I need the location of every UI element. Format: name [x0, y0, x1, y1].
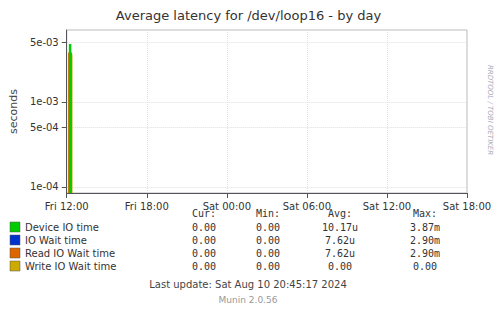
svg-text:Sat 00:00: Sat 00:00 [203, 201, 251, 212]
svg-text:5e-03: 5e-03 [30, 37, 59, 48]
svg-text:10.17u: 10.17u [322, 222, 358, 233]
svg-text:Munin 2.0.56: Munin 2.0.56 [219, 295, 278, 305]
svg-text:1e-04: 1e-04 [30, 181, 59, 192]
svg-text:Cur:: Cur: [192, 207, 216, 219]
svg-text:0.00: 0.00 [192, 222, 216, 233]
svg-text:7.62u: 7.62u [325, 235, 355, 246]
svg-text:1e-03: 1e-03 [30, 96, 59, 107]
svg-text:0.00: 0.00 [256, 235, 280, 246]
svg-text:0.00: 0.00 [256, 261, 280, 272]
svg-text:Last update: Sat Aug 10 20:45:: Last update: Sat Aug 10 20:45:17 2024 [149, 279, 347, 290]
svg-text:0.00: 0.00 [192, 235, 216, 246]
svg-text:Device IO time: Device IO time [25, 222, 99, 233]
svg-text:2.90m: 2.90m [410, 235, 440, 246]
svg-text:0.00: 0.00 [192, 248, 216, 259]
svg-text:seconds: seconds [7, 89, 20, 134]
svg-text:Fri 18:00: Fri 18:00 [125, 201, 169, 212]
svg-text:0.00: 0.00 [256, 222, 280, 233]
svg-text:2.90m: 2.90m [410, 248, 440, 259]
svg-text:0.00: 0.00 [413, 261, 437, 272]
svg-text:IO Wait time: IO Wait time [25, 235, 87, 246]
svg-text:Sat 06:00: Sat 06:00 [283, 201, 331, 212]
svg-text:Min:: Min: [256, 208, 280, 219]
svg-text:0.00: 0.00 [256, 248, 280, 259]
svg-text:Average latency for /dev/loop1: Average latency for /dev/loop16 - by day [116, 8, 382, 23]
svg-text:Write IO Wait time: Write IO Wait time [25, 261, 116, 272]
svg-text:Sat 18:00: Sat 18:00 [443, 201, 491, 212]
svg-text:0.00: 0.00 [328, 261, 352, 272]
svg-text:3.87m: 3.87m [410, 222, 440, 233]
svg-text:5e-04: 5e-04 [30, 122, 59, 133]
svg-text:Fri 12:00: Fri 12:00 [45, 201, 89, 212]
svg-text:RRDTOOL / TOBI OETIKER: RRDTOOL / TOBI OETIKER [486, 65, 494, 155]
svg-text:7.62u: 7.62u [325, 248, 355, 259]
svg-text:Sat 12:00: Sat 12:00 [363, 201, 411, 212]
svg-text:Read IO Wait time: Read IO Wait time [25, 248, 115, 259]
svg-text:Avg:: Avg: [328, 208, 352, 219]
svg-text:Max:: Max: [413, 208, 437, 219]
svg-text:0.00: 0.00 [192, 261, 216, 272]
